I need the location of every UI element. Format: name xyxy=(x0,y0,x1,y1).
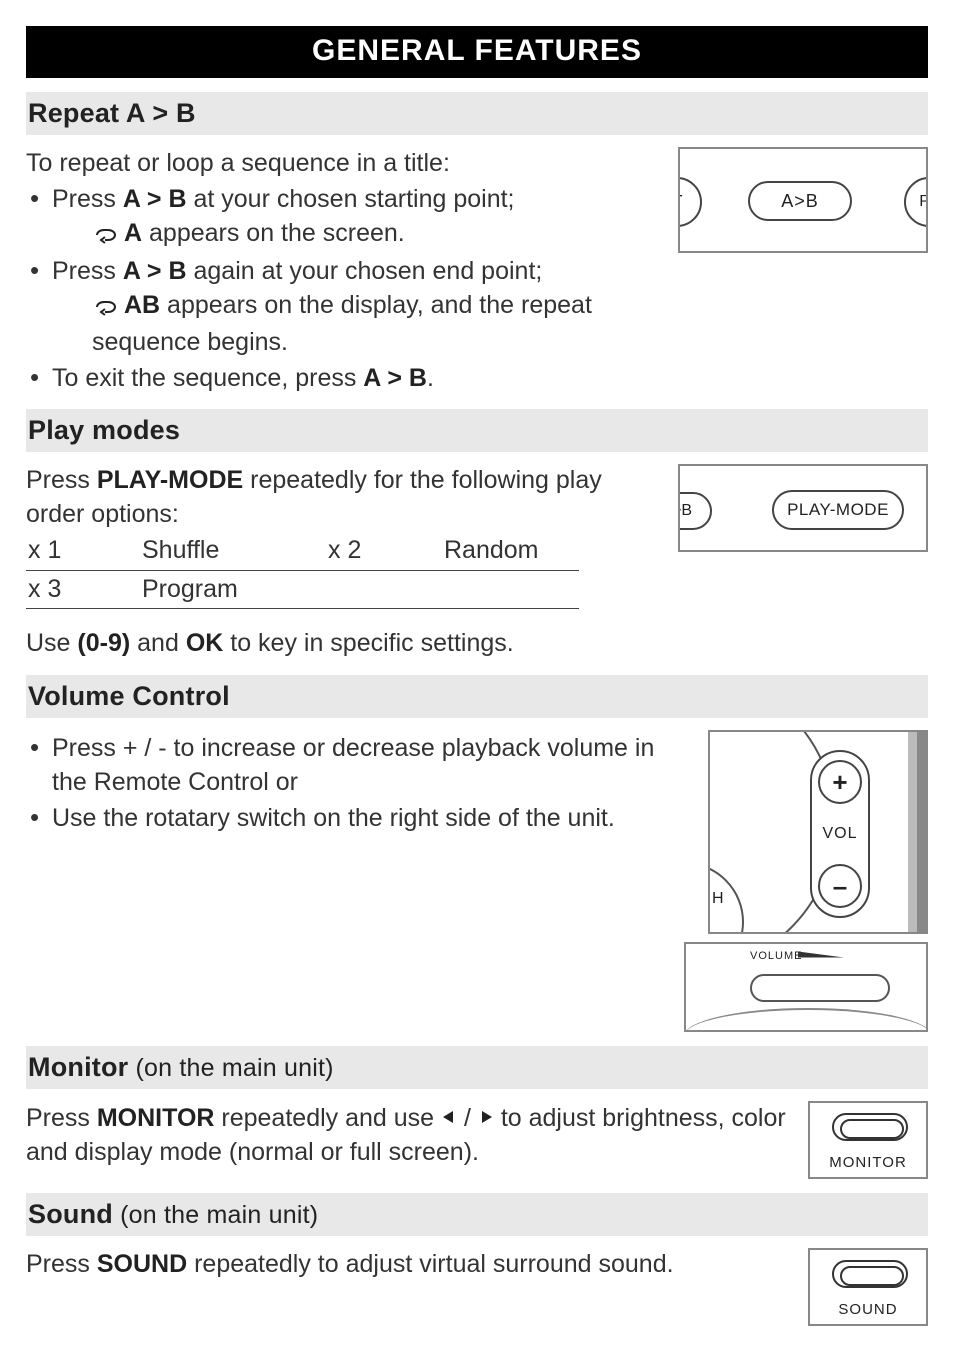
volume-body: Press + / - to increase or decrease play… xyxy=(26,730,664,835)
monitor-body: Press MONITOR repeatedly and use / to ad… xyxy=(26,1101,788,1170)
repeat-ab-intro: To repeat or loop a sequence in a title: xyxy=(26,147,658,181)
heading-volume: Volume Control xyxy=(26,675,928,718)
fig-sound-label: SOUND xyxy=(810,1301,926,1318)
table-row: x 1 Shuffle x 2 Random xyxy=(26,534,579,570)
triangle-right-icon xyxy=(478,1101,494,1135)
fig-vol-minus: – xyxy=(818,864,862,908)
figure-monitor-button: MONITOR xyxy=(808,1101,928,1179)
fig-oval-button xyxy=(832,1113,908,1141)
fig-h-label: H xyxy=(712,890,724,908)
repeat-ab-bullet-3: To exit the sequence, press A > B. xyxy=(26,362,658,396)
heading-monitor: Monitor (on the main unit) xyxy=(26,1046,928,1089)
triangle-left-icon xyxy=(441,1101,457,1135)
repeat-ab-bullet-2: Press A > B again at your chosen end poi… xyxy=(26,255,658,359)
figure-ab-remote: T A>B PL xyxy=(678,147,928,253)
page-banner: GENERAL FEATURES xyxy=(26,26,928,78)
fig-vol-label: VOL xyxy=(822,825,857,843)
fig-vol-plus: + xyxy=(818,760,862,804)
fig-monitor-label: MONITOR xyxy=(810,1154,926,1171)
fig-volume-side-label: VOLUME xyxy=(750,950,802,962)
play-modes-body: Press PLAY-MODE repeatedly for the follo… xyxy=(26,464,658,661)
figure-volume-side: VOLUME xyxy=(684,942,928,1032)
fig-btn-t: T xyxy=(678,177,702,227)
repeat-ab-bullet-1: Press A > B at your chosen starting poin… xyxy=(26,183,658,254)
loop-icon xyxy=(92,220,118,254)
volume-bullet-1: Press + / - to increase or decrease play… xyxy=(26,732,664,800)
heading-play-modes: Play modes xyxy=(26,409,928,452)
fig-volume-slot xyxy=(750,974,890,1002)
loop-icon xyxy=(92,292,118,326)
figure-play-mode-remote: >B PLAY-MODE xyxy=(678,464,928,552)
figure-volume-remote: H + VOL – xyxy=(708,730,928,934)
play-modes-table: x 1 Shuffle x 2 Random x 3 Program xyxy=(26,534,579,610)
fig-btn-ab: A>B xyxy=(748,181,852,221)
fig-btn-b: >B xyxy=(678,492,712,530)
table-row: x 3 Program xyxy=(26,570,579,609)
fig-vol-pad: + VOL – xyxy=(810,750,870,918)
repeat-ab-body: To repeat or loop a sequence in a title:… xyxy=(26,147,658,395)
wedge-icon xyxy=(798,952,844,958)
heading-repeat-ab: Repeat A > B xyxy=(26,92,928,135)
fig-btn-pl: PL xyxy=(904,177,928,227)
volume-bullet-2: Use the rotatary switch on the right sid… xyxy=(26,802,664,836)
figure-sound-button: SOUND xyxy=(808,1248,928,1326)
fig-oval-button xyxy=(832,1260,908,1288)
sound-body: Press SOUND repeatedly to adjust virtual… xyxy=(26,1248,788,1282)
heading-sound: Sound (on the main unit) xyxy=(26,1193,928,1236)
fig-btn-play-mode: PLAY-MODE xyxy=(772,490,904,530)
